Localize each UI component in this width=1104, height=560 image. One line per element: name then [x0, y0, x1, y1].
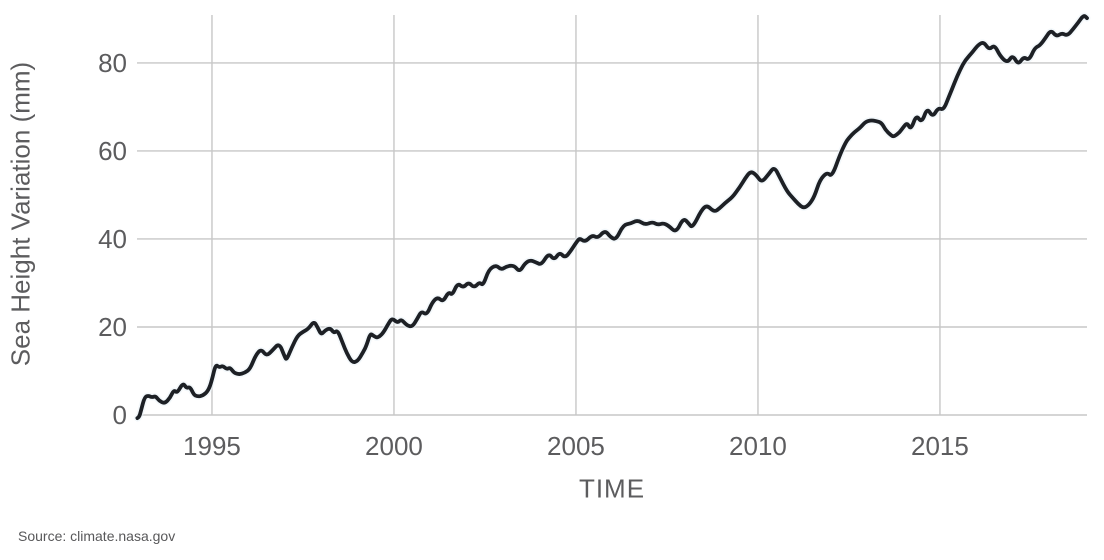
x-tick-label: 1995 [183, 431, 241, 461]
sea-level-line [135, 14, 1089, 420]
y-tick-label: 80 [98, 48, 127, 78]
y-tick-label: 60 [98, 136, 127, 166]
y-tick-label: 0 [113, 400, 127, 430]
x-axis-title: TIME [578, 473, 646, 504]
x-tick-label: 2005 [547, 431, 605, 461]
x-tick-label: 2010 [729, 431, 787, 461]
sea-level-line-halo [133, 12, 1091, 422]
x-tick-label: 2015 [911, 431, 969, 461]
x-tick-label: 2000 [365, 431, 423, 461]
y-tick-label: 40 [98, 224, 127, 254]
y-tick-label: 20 [98, 312, 127, 342]
source-text: Source: climate.nasa.gov [18, 528, 176, 544]
y-axis-title: Sea Height Variation (mm) [5, 61, 36, 367]
